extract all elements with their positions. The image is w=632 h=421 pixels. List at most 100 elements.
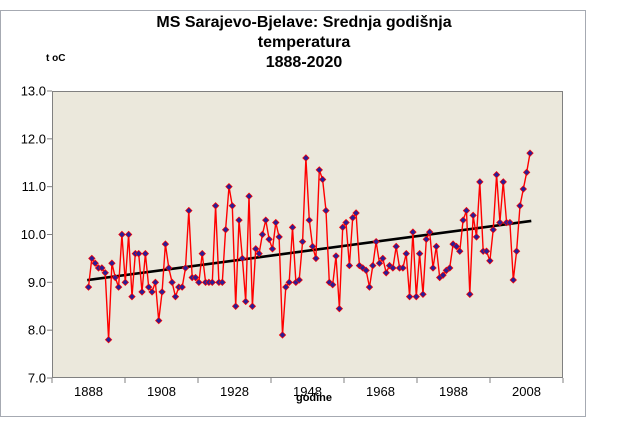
data-point-marker [379,254,387,263]
data-point-marker [84,283,93,291]
data-point-marker [328,281,337,289]
data-point-marker [278,331,287,339]
data-point-marker [298,237,307,246]
data-point-marker [282,283,290,291]
data-point-marker [466,290,474,298]
x-axis-title: godine [295,392,333,404]
axis-tick-labels: 13.0 12.0 11.0 10.0 9.0 8.0 7.0 1888 1908 1928 194… [21,84,541,400]
data-point-marker [275,233,283,241]
data-point-marker [171,292,180,301]
data-point-marker [392,242,400,251]
data-point-marker [439,271,447,279]
data-point-marker [308,242,317,251]
data-point-marker [492,171,501,179]
data-point-marker [242,297,250,306]
data-point-marker [268,245,277,253]
data-point-marker [302,154,310,162]
data-point-marker [111,273,119,282]
chart-title-line2: temperatura [257,34,351,51]
data-point-marker [118,230,126,239]
data-point-marker [332,252,340,260]
data-point-marker [218,278,226,287]
y-tick-label: 9.0 [28,275,46,290]
data-point-marker [496,218,504,227]
data-point-marker [134,249,143,258]
data-point-marker [509,276,517,284]
data-point-marker [352,209,360,217]
data-point-marker [446,264,454,272]
data-point-marker [272,218,280,227]
data-point-marker [506,218,514,227]
data-point-marker [305,216,313,224]
data-point-marker [228,202,237,210]
data-point-marker [449,240,457,248]
linear-trend-line [87,219,532,282]
data-point-marker [128,292,136,301]
data-point-marker [362,266,370,275]
data-point-marker [345,261,354,270]
y-axis-unit-label: t oC [46,53,66,64]
data-point-marker [148,288,156,296]
data-point-marker [385,261,394,270]
data-point-marker [238,254,247,263]
data-point-marker [121,278,129,287]
data-point-marker [145,283,153,291]
data-point-marker [198,249,206,258]
data-point-marker [335,304,344,313]
data-point-marker [235,216,243,224]
y-tick-label: 10.0 [21,227,46,242]
data-point-marker [526,149,534,157]
data-point-marker [104,336,113,344]
data-point-marker [415,249,424,258]
data-point-marker [101,269,109,277]
x-tick-label: 1968 [366,384,395,399]
data-point-marker [158,288,166,296]
data-point-marker [402,249,410,258]
data-point-marker [262,216,270,224]
x-tick-label: 1988 [439,384,468,399]
data-point-marker [452,242,461,251]
x-tick-label: 1928 [220,384,249,399]
data-point-marker [462,206,471,215]
data-point-marker [486,257,494,265]
data-point-marker [124,230,133,239]
data-point-marker [389,264,397,272]
y-tick-label: 8.0 [28,323,46,338]
data-point-marker [369,261,377,270]
data-point-marker [512,247,521,255]
data-point-marker [469,211,477,220]
data-point-marker [285,278,293,287]
data-point-marker [185,206,193,215]
data-point-marker [349,214,357,222]
data-point-marker [255,249,263,258]
y-tick-label: 11.0 [22,179,46,194]
data-point-marker [161,240,170,248]
data-point-marker [315,166,323,174]
data-point-marker [482,247,491,255]
data-point-marker [295,276,303,284]
data-point-marker [422,235,431,243]
data-point-marker [476,178,484,186]
data-point-marker [519,185,528,193]
data-point-marker [365,283,374,291]
data-point-marker [429,264,437,272]
data-point-marker [138,288,146,296]
data-point-marker [211,202,220,210]
data-point-marker [98,264,106,272]
data-point-marker [231,302,240,310]
trend-line [87,219,532,282]
chart-title-line1: MS Sarajevo-Bjelave: Srednja godišnja [156,14,452,31]
data-point-marker [405,292,414,301]
data-point-marker [168,278,176,287]
axis-ticks [47,90,564,383]
data-point-marker [191,273,200,282]
data-point-marker [195,278,203,287]
data-point-marker [499,178,507,186]
chart-title: MS Sarajevo-Bjelave: Srednja godišnja te… [58,13,550,73]
data-point-marker [265,235,273,243]
x-tick-label: 1948 [293,384,322,399]
data-point-marker [258,230,267,239]
data-point-marker [322,206,330,215]
